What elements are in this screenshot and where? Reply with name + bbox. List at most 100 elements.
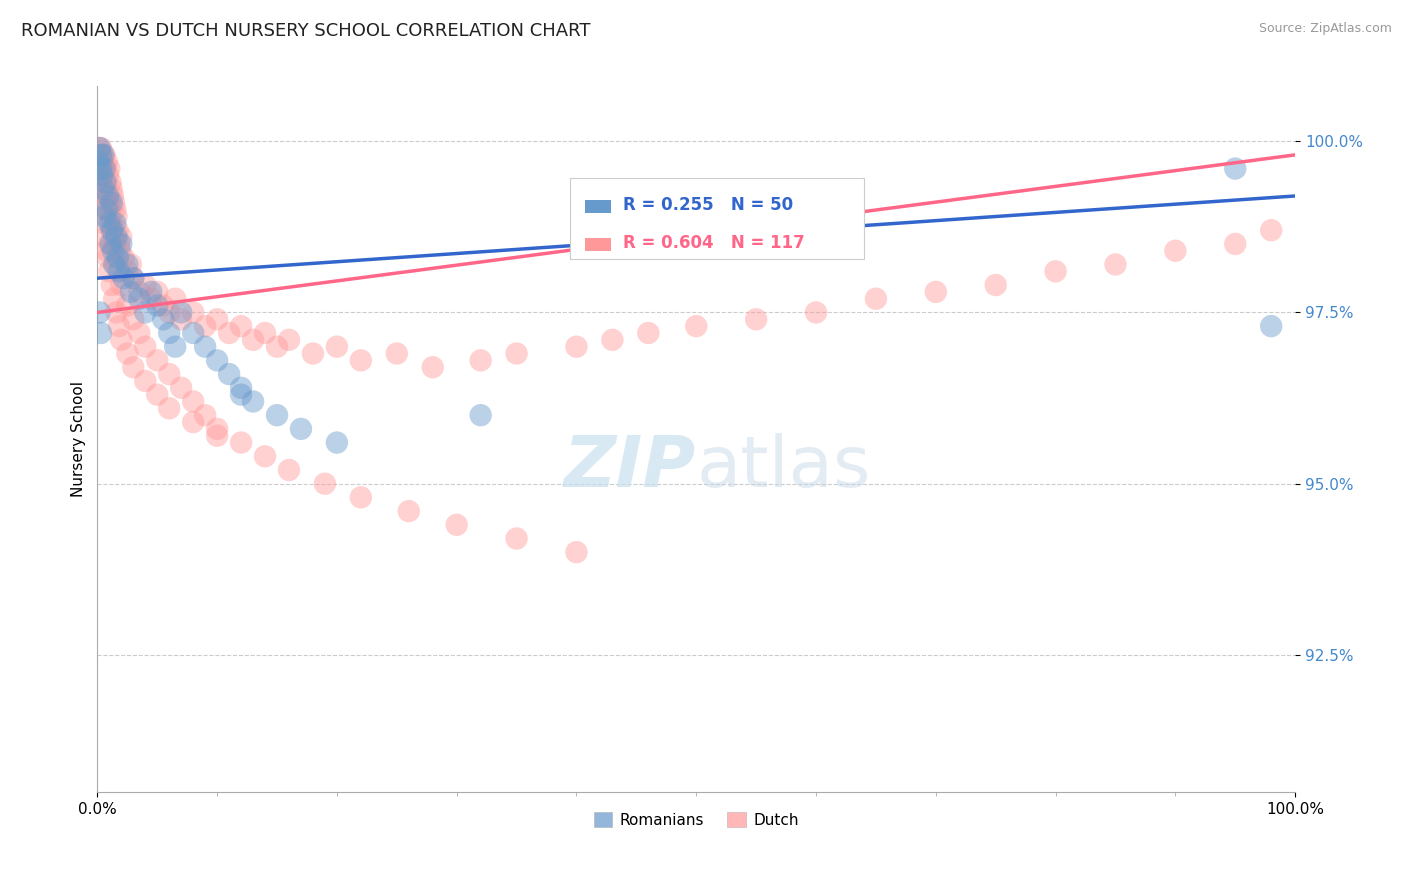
Point xyxy=(112,271,135,285)
Point xyxy=(505,346,527,360)
Text: ZIP: ZIP xyxy=(564,433,696,502)
Point xyxy=(91,169,114,183)
Point xyxy=(637,326,659,340)
Point xyxy=(104,202,127,217)
Point xyxy=(97,189,120,203)
Point xyxy=(205,422,228,436)
Point xyxy=(96,202,118,217)
Text: R = 0.255   N = 50: R = 0.255 N = 50 xyxy=(623,196,793,214)
Point xyxy=(100,223,122,237)
Point xyxy=(565,340,588,354)
Point xyxy=(152,312,174,326)
Bar xyxy=(585,201,612,212)
Point xyxy=(104,236,127,251)
Point xyxy=(94,175,117,189)
Point xyxy=(128,292,150,306)
Point xyxy=(218,367,240,381)
Point xyxy=(120,285,142,299)
Point xyxy=(105,305,128,319)
Point xyxy=(205,353,228,368)
Point xyxy=(104,216,127,230)
Point xyxy=(98,161,121,176)
Point xyxy=(565,545,588,559)
Point xyxy=(100,175,122,189)
Point xyxy=(141,285,163,299)
Point xyxy=(302,346,325,360)
Point xyxy=(97,251,120,265)
Point xyxy=(170,381,193,395)
Point xyxy=(122,360,145,375)
Point xyxy=(685,319,707,334)
Point xyxy=(470,353,492,368)
Point xyxy=(181,305,204,319)
Point xyxy=(141,292,163,306)
Point xyxy=(98,202,121,217)
Point xyxy=(91,154,114,169)
Point xyxy=(1104,257,1126,271)
Point xyxy=(422,360,444,375)
Point xyxy=(100,210,122,224)
Point xyxy=(170,305,193,319)
Point xyxy=(1045,264,1067,278)
Point xyxy=(350,491,373,505)
Point xyxy=(170,312,193,326)
Point xyxy=(165,292,187,306)
Point xyxy=(181,415,204,429)
Point xyxy=(266,340,288,354)
Point xyxy=(134,340,156,354)
Point xyxy=(97,195,120,210)
Point xyxy=(205,428,228,442)
Point xyxy=(89,154,111,169)
Point xyxy=(89,148,111,162)
Point xyxy=(1260,319,1282,334)
Point xyxy=(89,305,111,319)
Point xyxy=(242,333,264,347)
Point xyxy=(100,182,122,196)
Point xyxy=(100,195,122,210)
Bar xyxy=(585,238,612,251)
Point xyxy=(1164,244,1187,258)
Point xyxy=(984,278,1007,293)
Point xyxy=(314,476,336,491)
Point xyxy=(103,195,125,210)
Point xyxy=(98,216,121,230)
Y-axis label: Nursery School: Nursery School xyxy=(72,381,86,497)
Point xyxy=(278,333,301,347)
Point xyxy=(91,202,114,217)
Point xyxy=(128,285,150,299)
Point xyxy=(91,161,114,176)
Point xyxy=(94,161,117,176)
Point xyxy=(108,236,131,251)
Point xyxy=(194,408,217,422)
Point xyxy=(100,278,122,293)
Point xyxy=(146,285,169,299)
Point xyxy=(97,169,120,183)
Point xyxy=(1225,236,1247,251)
Point xyxy=(505,532,527,546)
Point xyxy=(87,141,110,155)
Point xyxy=(101,189,124,203)
Point xyxy=(146,387,169,401)
Point xyxy=(120,257,142,271)
Point xyxy=(103,292,125,306)
Point xyxy=(94,230,117,244)
Point xyxy=(266,408,288,422)
FancyBboxPatch shape xyxy=(571,178,863,260)
Point xyxy=(112,251,135,265)
Point xyxy=(94,182,117,196)
Point xyxy=(91,148,114,162)
Point xyxy=(229,319,252,334)
Point xyxy=(122,271,145,285)
Point xyxy=(96,154,118,169)
Point xyxy=(865,292,887,306)
Point xyxy=(91,148,114,162)
Point xyxy=(1260,223,1282,237)
Point xyxy=(242,394,264,409)
Point xyxy=(218,326,240,340)
Point xyxy=(110,236,132,251)
Point xyxy=(254,326,277,340)
Point xyxy=(90,161,112,176)
Point xyxy=(101,244,124,258)
Point xyxy=(470,408,492,422)
Point xyxy=(93,216,115,230)
